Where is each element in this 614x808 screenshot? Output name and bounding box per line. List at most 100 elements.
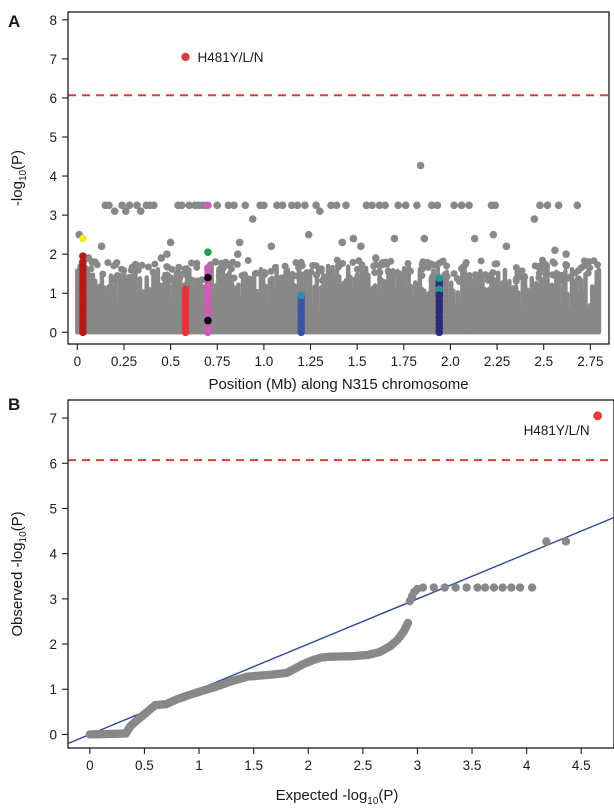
panel-a-data-point <box>502 242 511 251</box>
panel-a-density-point <box>344 277 352 285</box>
panel-a-data-point <box>166 238 175 247</box>
panel-a-data-point <box>401 201 410 210</box>
panel-a-colored-point <box>204 316 212 325</box>
panel-a-colored-points <box>79 201 444 337</box>
panel-b-y-tick-label: 7 <box>49 411 57 426</box>
panel-a-density-point <box>481 271 489 279</box>
panel-a-background-points <box>74 256 602 335</box>
panel-a-data-point <box>543 201 552 210</box>
panel-a-data-point <box>293 201 302 210</box>
panel-a-x-axis-title: Position (Mb) along N315 chromosome <box>208 376 468 393</box>
panel-a-y-axis-label-text: -log10(P) <box>9 150 29 206</box>
panel-a-density-point <box>127 266 135 274</box>
panel-a-data-point <box>394 201 402 210</box>
panel-a-data-point <box>372 254 380 262</box>
panel-a-density-point <box>176 274 184 282</box>
panel-a-x-tick-label: 1.0 <box>254 354 273 369</box>
panel-a-density-point <box>493 260 501 268</box>
panel-b-qq-point <box>561 537 571 546</box>
panel-a-y-tick-label: 3 <box>49 208 57 223</box>
panel-a-density-point <box>535 274 543 282</box>
panel-a-x-tick-label: 2.5 <box>534 354 553 369</box>
panel-a-data-point <box>554 201 563 210</box>
panel-a-density-point <box>443 273 451 281</box>
panel-a-colored-point <box>435 274 444 283</box>
panel-a-density-point <box>540 264 548 272</box>
panel-a-density-point <box>169 276 177 284</box>
panel-a-density-point <box>295 264 303 272</box>
panel-a-data-point <box>427 201 436 210</box>
panel-a-y-tick-label: 5 <box>49 130 57 145</box>
panel-a-density-point <box>512 264 520 272</box>
panel-b-x-tick-label: 1 <box>195 758 203 773</box>
panel-a-data-point <box>433 201 442 210</box>
panel-a-density-point <box>163 263 171 271</box>
panel-a-density-point <box>230 274 238 282</box>
panel-b-qq-point <box>542 537 551 546</box>
panel-b-y-tick-label: 5 <box>49 501 57 516</box>
panel-a-data-point <box>118 201 126 210</box>
panel-a-data-point <box>465 201 473 210</box>
panel-a-density-point <box>175 263 183 271</box>
panel-a-colored-point <box>204 285 212 294</box>
panel-a-density-point <box>371 269 379 277</box>
panel-a-density-point <box>271 263 279 271</box>
panel-b-x-tick-label: 2.5 <box>353 758 372 773</box>
panel-b-y-tick-label: 3 <box>49 592 57 607</box>
panel-b-y-tick-label: 6 <box>49 456 57 471</box>
panel-a-x-tick-label: 0.75 <box>204 354 230 369</box>
panel-b-x-tick-label: 0 <box>86 758 94 773</box>
panel-a-density-point <box>309 261 317 269</box>
panel-a-density-point <box>353 265 361 273</box>
panel-a-x-tick-label: 2.25 <box>484 354 510 369</box>
panel-a-points <box>75 161 593 266</box>
panel-a-density-point <box>584 269 592 277</box>
panel-a-data-point <box>150 201 158 210</box>
panel-a-density-point <box>281 262 289 270</box>
panel-a-density-point <box>144 263 152 271</box>
panel-b-y-tick-label: 1 <box>49 682 57 697</box>
panel-a-x-tick-label: 2.75 <box>577 354 603 369</box>
panel-a-data-point <box>375 201 384 210</box>
panel-a-density-point <box>113 272 121 280</box>
panel-b-x-label-text: Expected -log10(P) <box>276 787 399 807</box>
panel-a-data-point <box>312 201 320 210</box>
panel-a-density-point <box>104 259 112 267</box>
panel-a-density-point <box>401 269 409 277</box>
panel-a-density-point <box>193 259 201 267</box>
panel-b-highlight: H481Y/L/N <box>524 411 603 438</box>
panel-b-y-axis-label-text: Observed -log10(P) <box>9 511 29 636</box>
panel-a-density-point <box>450 270 458 278</box>
panel-a-data-point <box>110 207 119 215</box>
panel-a-density-point <box>252 269 260 277</box>
panel-a-letter: A <box>8 12 20 31</box>
panel-a-data-point <box>470 234 479 243</box>
panel-a-data-point <box>233 250 242 258</box>
panel-a-density-point <box>393 269 401 277</box>
panel-a-data-point <box>224 201 233 210</box>
panel-a-density-point <box>461 261 469 269</box>
panel-b-points <box>85 537 571 739</box>
panel-a-data-point <box>357 242 365 251</box>
panel-a-density-point <box>575 275 583 283</box>
panel-a-data-point <box>390 234 399 243</box>
panel-b-qq-point <box>429 583 439 592</box>
panel-a-density-point <box>181 265 189 273</box>
panel-a-highlight: H481Y/L/N <box>181 50 264 65</box>
panel-a-plot-frame <box>67 11 610 345</box>
panel-a-density-point <box>353 275 361 283</box>
panel-a-density-point <box>305 277 313 285</box>
panel-b-x-tick-label: 1.5 <box>244 758 263 773</box>
panel-a-density-point <box>586 264 594 272</box>
panel-a-data-point <box>133 201 141 210</box>
panel-a-density-point <box>330 277 338 285</box>
panel-a-density-point <box>424 263 432 271</box>
panel-b-x-tick-label: 4 <box>523 758 531 773</box>
panel-a-data-point <box>125 201 134 210</box>
panel-a-data-point <box>213 201 222 210</box>
panel-a-x-tick-label: 1.5 <box>348 354 367 369</box>
panel-a-data-point <box>136 207 145 215</box>
panel-a-colored-point <box>204 273 212 282</box>
panel-b-letter: B <box>8 395 20 414</box>
panel-b-x-tick-label: 3 <box>414 758 422 773</box>
